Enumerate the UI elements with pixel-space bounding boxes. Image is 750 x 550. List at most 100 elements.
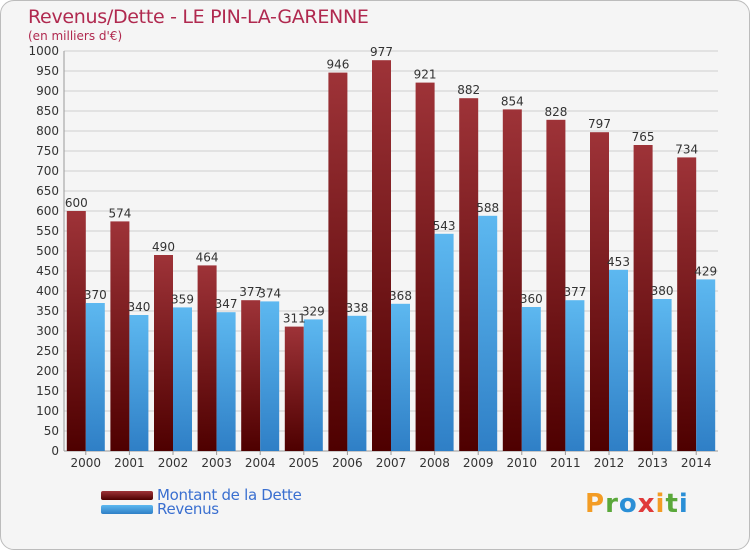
data-label-revenue: 340 [127,300,150,314]
bar-debt [372,60,391,451]
y-tick-label: 550 [36,224,59,238]
data-label-revenue: 370 [84,288,107,302]
x-tick-label: 2005 [289,456,320,470]
data-label-revenue: 360 [520,292,543,306]
bars [66,60,716,452]
x-tick-label: 2003 [201,456,232,470]
x-tick-label: 2013 [637,456,668,470]
y-tick-label: 700 [36,164,59,178]
bar-revenue [696,279,716,451]
bar-revenue [129,315,149,451]
logo-letter: x [637,489,656,519]
data-label-debt: 765 [632,130,655,144]
legend-item-debt: Montant de la Dette [101,486,302,504]
bar-debt [677,157,697,451]
data-label-revenue: 453 [607,255,630,269]
chart-title: Revenus/Dette - LE PIN-LA-GARENNE [28,6,369,28]
bar-revenue [521,307,541,451]
x-tick-label: 2000 [71,456,102,470]
x-tick-label: 2009 [463,456,494,470]
data-label-debt: 574 [108,206,131,220]
bar-debt [197,265,217,451]
bar-debt [110,221,130,451]
bar-debt [154,255,173,451]
data-label-revenue: 380 [651,284,674,298]
bar-revenue [260,301,280,451]
bar-debt [284,326,304,451]
data-label-debt: 977 [370,45,393,59]
data-label-revenue: 368 [389,289,412,303]
y-tick-label: 300 [36,324,59,338]
legend-item-revenue: Revenus [101,500,219,518]
x-axis-ticks: 2000 2001 2002 2003 2004 2005 2006 2007 2008 2009… [71,451,712,470]
bar-revenue [652,299,672,451]
data-label-revenue: 588 [476,201,499,215]
data-label-debt: 797 [588,117,611,131]
data-label-debt: 882 [457,83,480,97]
y-tick-label: 0 [51,444,59,458]
bar-debt [328,72,348,451]
legend-label-debt: Montant de la Dette [157,486,302,504]
y-tick-label: 650 [36,184,59,198]
x-tick-label: 2007 [376,456,407,470]
legend-swatch-debt [101,490,153,500]
y-tick-label: 100 [36,404,59,418]
y-tick-label: 950 [36,64,59,78]
y-tick-label: 600 [36,204,59,218]
data-label-revenue: 347 [215,297,238,311]
bar-revenue [347,315,367,451]
bar-revenue [478,215,498,451]
x-tick-label: 2008 [419,456,450,470]
data-label-debt: 377 [239,285,262,299]
data-labels: 6003705743404903594643473773743113299463… [65,45,717,325]
proxiti-logo: Proxiti [585,489,689,519]
x-tick-label: 2004 [245,456,276,470]
bar-debt [415,82,435,451]
y-tick-label: 250 [36,344,59,358]
data-label-debt: 921 [414,68,437,82]
bar-debt [459,98,479,451]
logo-letter: i [678,489,689,519]
x-tick-label: 2014 [681,456,712,470]
legend-swatch-revenue [101,504,153,514]
bar-chart: 0 50 100 150 200 250 300 350 400 450 500 550 600 650 7… [28,44,718,470]
y-tick-label: 800 [36,124,59,138]
data-label-revenue: 374 [258,286,281,300]
y-tick-label: 900 [36,84,59,98]
bar-revenue [303,319,323,451]
data-label-revenue: 429 [694,264,717,278]
data-label-revenue: 359 [171,292,194,306]
y-tick-label: 50 [44,424,59,438]
bar-debt [502,109,522,452]
y-tick-label: 400 [36,284,59,298]
legend-label-revenue: Revenus [157,500,219,518]
y-tick-label: 200 [36,364,59,378]
logo-letter: P [585,489,606,519]
y-axis-ticks: 0 50 100 150 200 250 300 350 400 450 500 550 600 650 7… [28,44,59,458]
y-tick-label: 450 [36,264,59,278]
y-tick-label: 1000 [28,44,59,58]
y-tick-label: 750 [36,144,59,158]
bar-debt [66,211,86,451]
bar-revenue [434,233,454,451]
x-tick-label: 2001 [114,456,145,470]
y-tick-label: 850 [36,104,59,118]
y-tick-label: 350 [36,304,59,318]
data-label-revenue: 543 [433,219,456,233]
data-label-debt: 854 [501,94,524,108]
data-label-debt: 946 [326,58,349,72]
y-tick-label: 150 [36,384,59,398]
x-tick-label: 2010 [507,456,538,470]
bar-debt [241,300,261,451]
bar-debt [590,132,609,451]
bar-revenue [391,303,410,451]
data-label-revenue: 377 [563,285,586,299]
bar-revenue [85,303,105,451]
data-label-debt: 464 [196,250,219,264]
x-tick-label: 2006 [332,456,363,470]
bar-debt [633,145,653,451]
x-tick-label: 2012 [594,456,625,470]
chart-subtitle: (en milliers d'€) [28,29,123,43]
bar-debt [546,119,566,452]
